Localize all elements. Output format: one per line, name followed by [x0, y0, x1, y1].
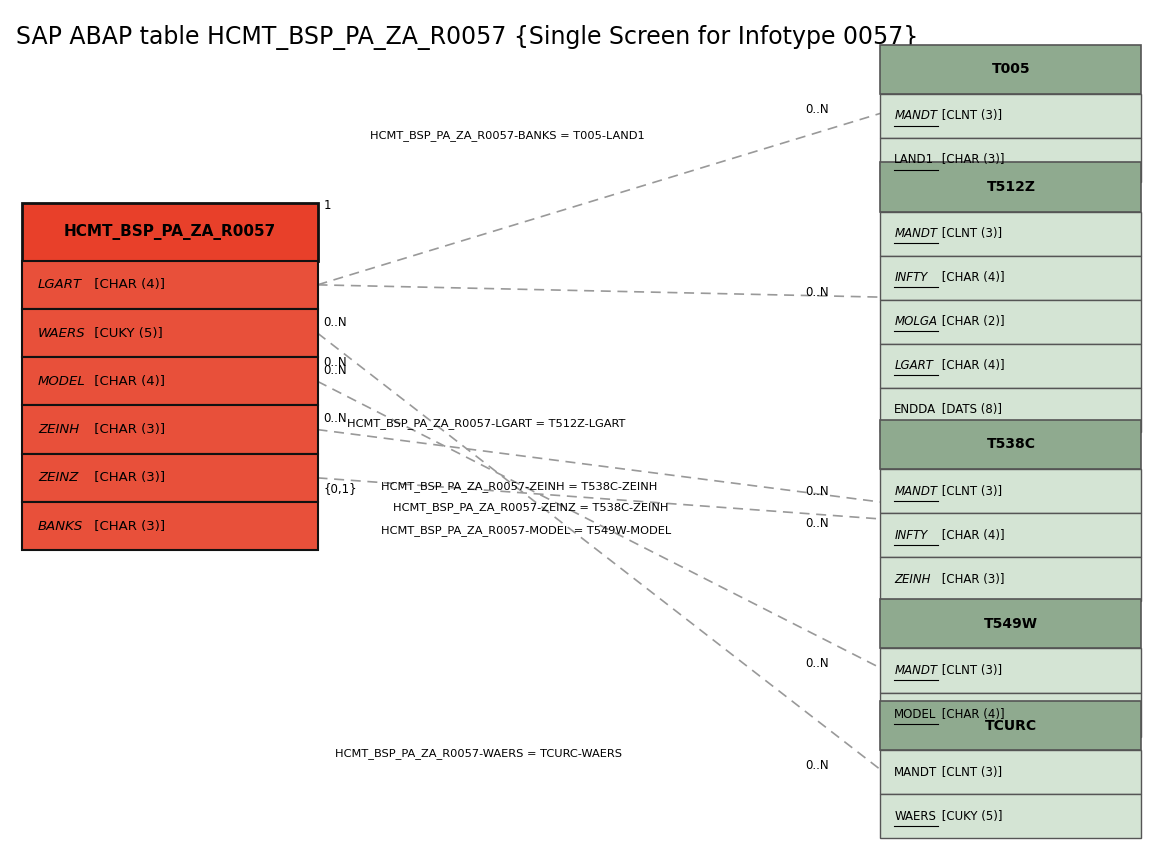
- Text: [CHAR (2)]: [CHAR (2)]: [938, 315, 1004, 328]
- FancyBboxPatch shape: [21, 357, 318, 405]
- Text: MANDT: MANDT: [894, 664, 938, 677]
- Text: HCMT_BSP_PA_ZA_R0057-ZEINZ = T538C-ZEINH: HCMT_BSP_PA_ZA_R0057-ZEINZ = T538C-ZEINH: [393, 503, 668, 513]
- Text: 0..N: 0..N: [323, 357, 347, 369]
- Text: [CHAR (3)]: [CHAR (3)]: [90, 423, 165, 436]
- FancyBboxPatch shape: [880, 138, 1142, 182]
- Text: [CHAR (3)]: [CHAR (3)]: [90, 471, 165, 485]
- Text: WAERS: WAERS: [38, 327, 86, 339]
- Text: LGART: LGART: [894, 359, 933, 372]
- FancyBboxPatch shape: [880, 750, 1142, 794]
- FancyBboxPatch shape: [880, 557, 1142, 601]
- Text: MODEL: MODEL: [894, 708, 936, 721]
- FancyBboxPatch shape: [21, 309, 318, 357]
- Text: 0..N: 0..N: [805, 657, 829, 670]
- Text: BANKS: BANKS: [38, 520, 83, 533]
- Text: ZEINZ: ZEINZ: [38, 471, 79, 485]
- FancyBboxPatch shape: [880, 387, 1142, 432]
- Text: 0..N: 0..N: [805, 286, 829, 299]
- Text: HCMT_BSP_PA_ZA_R0057-BANKS = T005-LAND1: HCMT_BSP_PA_ZA_R0057-BANKS = T005-LAND1: [369, 130, 645, 141]
- Text: T538C: T538C: [987, 438, 1035, 451]
- Text: MANDT: MANDT: [894, 227, 938, 240]
- FancyBboxPatch shape: [880, 256, 1142, 299]
- Text: ENDDA: ENDDA: [894, 404, 936, 416]
- Text: MOLGA: MOLGA: [894, 315, 938, 328]
- FancyBboxPatch shape: [880, 648, 1142, 693]
- Text: [CLNT (3)]: [CLNT (3)]: [938, 485, 1002, 498]
- Text: ZEINH: ZEINH: [38, 423, 79, 436]
- Text: INFTY: INFTY: [894, 528, 927, 541]
- Text: [CHAR (4)]: [CHAR (4)]: [938, 708, 1004, 721]
- FancyBboxPatch shape: [880, 344, 1142, 387]
- Text: ZEINH: ZEINH: [894, 573, 931, 586]
- Text: [CLNT (3)]: [CLNT (3)]: [938, 227, 1002, 240]
- Text: WAERS: WAERS: [894, 810, 936, 823]
- Text: 0..N: 0..N: [323, 364, 347, 377]
- Text: T549W: T549W: [984, 617, 1038, 631]
- FancyBboxPatch shape: [880, 701, 1142, 750]
- Text: MANDT: MANDT: [894, 485, 938, 498]
- FancyBboxPatch shape: [880, 162, 1142, 211]
- Text: [CHAR (4)]: [CHAR (4)]: [90, 279, 165, 292]
- Text: 0..N: 0..N: [805, 759, 829, 772]
- Text: [CLNT (3)]: [CLNT (3)]: [938, 664, 1002, 677]
- FancyBboxPatch shape: [21, 454, 318, 502]
- FancyBboxPatch shape: [21, 405, 318, 454]
- Text: [CHAR (3)]: [CHAR (3)]: [938, 573, 1004, 586]
- FancyBboxPatch shape: [880, 469, 1142, 513]
- Text: [CHAR (3)]: [CHAR (3)]: [938, 153, 1004, 167]
- Text: [DATS (8)]: [DATS (8)]: [938, 404, 1002, 416]
- Text: MANDT: MANDT: [894, 109, 938, 122]
- Text: 0..N: 0..N: [323, 412, 347, 426]
- Text: [CHAR (4)]: [CHAR (4)]: [938, 359, 1004, 372]
- Text: 0..N: 0..N: [805, 516, 829, 530]
- Text: [CLNT (3)]: [CLNT (3)]: [938, 109, 1002, 122]
- Text: [CHAR (3)]: [CHAR (3)]: [90, 520, 165, 533]
- Text: TCURC: TCURC: [984, 718, 1037, 733]
- FancyBboxPatch shape: [880, 420, 1142, 469]
- Text: HCMT_BSP_PA_ZA_R0057: HCMT_BSP_PA_ZA_R0057: [63, 224, 275, 240]
- FancyBboxPatch shape: [880, 794, 1142, 838]
- Text: HCMT_BSP_PA_ZA_R0057-WAERS = TCURC-WAERS: HCMT_BSP_PA_ZA_R0057-WAERS = TCURC-WAERS: [335, 748, 622, 759]
- Text: {0,1}: {0,1}: [323, 482, 357, 495]
- Text: T005: T005: [992, 62, 1030, 76]
- FancyBboxPatch shape: [880, 693, 1142, 736]
- Text: [CHAR (4)]: [CHAR (4)]: [938, 271, 1004, 284]
- Text: SAP ABAP table HCMT_BSP_PA_ZA_R0057 {Single Screen for Infotype 0057}: SAP ABAP table HCMT_BSP_PA_ZA_R0057 {Sin…: [15, 26, 918, 50]
- Text: HCMT_BSP_PA_ZA_R0057-ZEINH = T538C-ZEINH: HCMT_BSP_PA_ZA_R0057-ZEINH = T538C-ZEINH: [381, 481, 657, 492]
- Text: HCMT_BSP_PA_ZA_R0057-LGART = T512Z-LGART: HCMT_BSP_PA_ZA_R0057-LGART = T512Z-LGART: [347, 418, 625, 428]
- FancyBboxPatch shape: [880, 94, 1142, 138]
- Text: INFTY: INFTY: [894, 271, 927, 284]
- Text: [CUKY (5)]: [CUKY (5)]: [90, 327, 163, 339]
- Text: [CUKY (5)]: [CUKY (5)]: [938, 810, 1002, 823]
- Text: LAND1: LAND1: [894, 153, 934, 167]
- Text: 0..N: 0..N: [323, 315, 347, 329]
- Text: HCMT_BSP_PA_ZA_R0057-MODEL = T549W-MODEL: HCMT_BSP_PA_ZA_R0057-MODEL = T549W-MODEL: [381, 525, 672, 536]
- Text: MODEL: MODEL: [38, 374, 86, 388]
- Text: MANDT: MANDT: [894, 765, 938, 779]
- FancyBboxPatch shape: [880, 513, 1142, 557]
- Text: 1: 1: [323, 198, 331, 211]
- Text: T512Z: T512Z: [987, 180, 1035, 194]
- Text: LGART: LGART: [38, 279, 82, 292]
- FancyBboxPatch shape: [21, 502, 318, 551]
- FancyBboxPatch shape: [880, 299, 1142, 344]
- FancyBboxPatch shape: [880, 599, 1142, 648]
- Text: [CHAR (4)]: [CHAR (4)]: [90, 374, 165, 388]
- FancyBboxPatch shape: [880, 44, 1142, 94]
- FancyBboxPatch shape: [21, 261, 318, 309]
- Text: [CLNT (3)]: [CLNT (3)]: [938, 765, 1002, 779]
- Text: [CHAR (4)]: [CHAR (4)]: [938, 528, 1004, 541]
- FancyBboxPatch shape: [21, 203, 318, 261]
- Text: 0..N: 0..N: [805, 486, 829, 498]
- FancyBboxPatch shape: [880, 211, 1142, 256]
- Text: 0..N: 0..N: [805, 103, 829, 115]
